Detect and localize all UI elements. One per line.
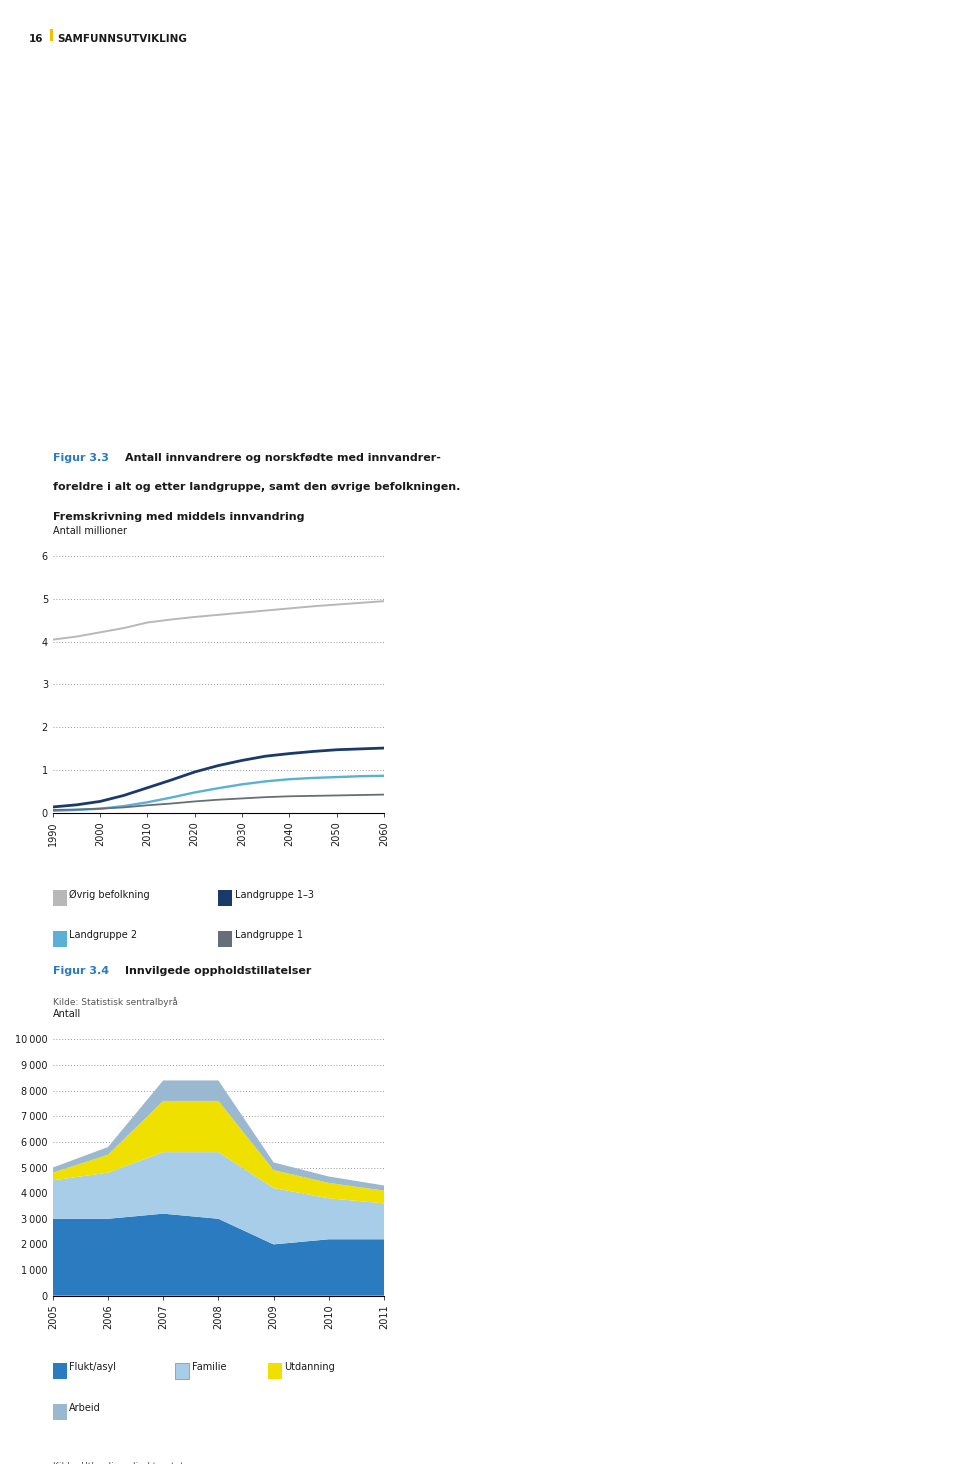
Bar — [53, 1363, 66, 1379]
Bar — [53, 1404, 66, 1420]
Text: Figur 3.4: Figur 3.4 — [53, 966, 108, 975]
Text: Antall millioner: Antall millioner — [53, 526, 127, 536]
Bar — [218, 931, 232, 947]
Bar — [268, 1363, 282, 1379]
Text: Antall: Antall — [53, 1009, 81, 1019]
Text: Fremskrivning med middels innvandring: Fremskrivning med middels innvandring — [53, 512, 304, 521]
Bar — [53, 931, 66, 947]
Text: Utdanning: Utdanning — [284, 1363, 335, 1372]
Text: Antall innvandrere og norskfødte med innvandrer-: Antall innvandrere og norskfødte med inn… — [125, 454, 441, 463]
Text: Landgruppe 2: Landgruppe 2 — [69, 931, 137, 940]
Text: foreldre i alt og etter landgruppe, samt den øvrige befolkningen.: foreldre i alt og etter landgruppe, samt… — [53, 483, 460, 492]
Text: Innvilgede oppholdstillatelser: Innvilgede oppholdstillatelser — [125, 966, 311, 975]
Bar — [53, 890, 66, 906]
Text: Arbeid: Arbeid — [69, 1404, 101, 1413]
Text: Landgruppe 1: Landgruppe 1 — [234, 931, 302, 940]
Bar — [218, 890, 232, 906]
Text: Flukt/asyl: Flukt/asyl — [69, 1363, 116, 1372]
Text: 16: 16 — [29, 34, 43, 44]
Text: Øvrig befolkning: Øvrig befolkning — [69, 890, 150, 899]
Text: Familie: Familie — [192, 1363, 226, 1372]
Text: Figur 3.3: Figur 3.3 — [53, 454, 108, 463]
Text: Kilde: Statistisk sentralbyrå: Kilde: Statistisk sentralbyrå — [53, 997, 178, 1007]
Text: Landgruppe 1–3: Landgruppe 1–3 — [234, 890, 314, 899]
Bar — [176, 1363, 189, 1379]
Text: Kilde: Utlendingsdirektoratet: Kilde: Utlendingsdirektoratet — [53, 1463, 183, 1464]
Text: SAMFUNNSUTVIKLING: SAMFUNNSUTVIKLING — [58, 34, 187, 44]
